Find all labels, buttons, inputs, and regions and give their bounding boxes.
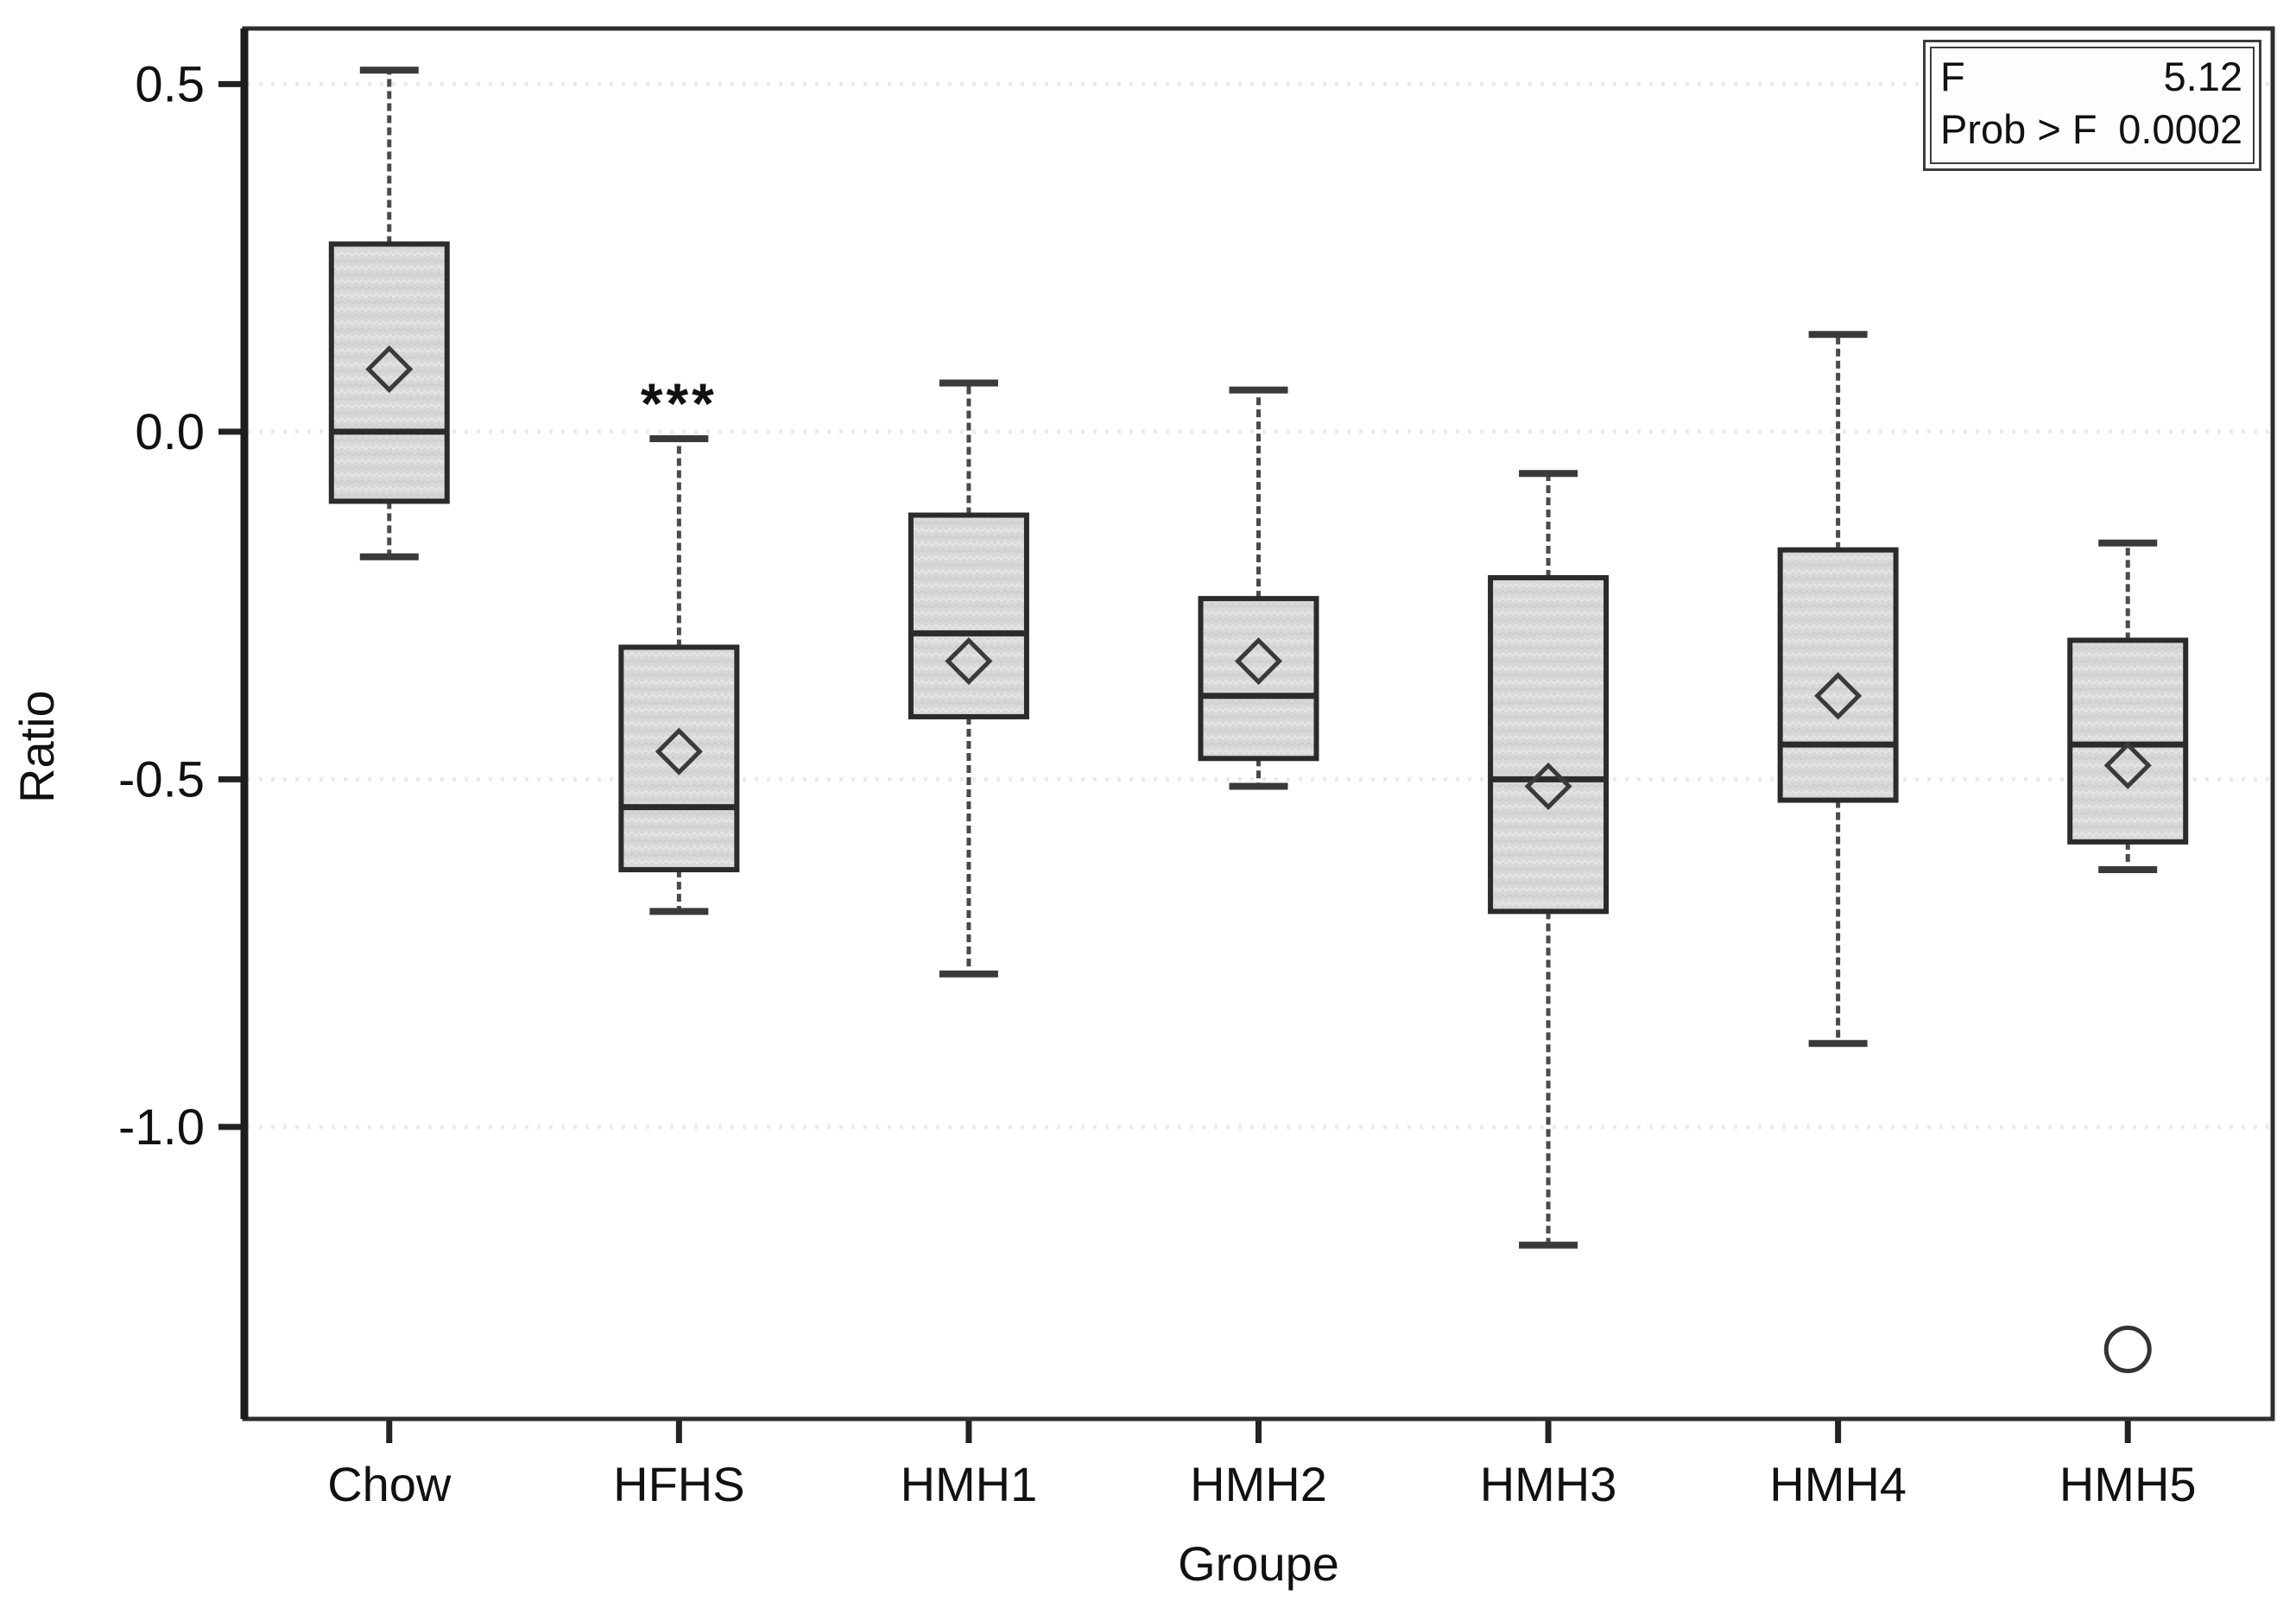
box-layer: *** <box>328 66 2189 1373</box>
mean-diamond-HMH1 <box>945 637 993 686</box>
x-tick-label-HMH2: HMH2 <box>1190 1457 1327 1511</box>
x-axis-title: Groupe <box>1178 1536 1339 1591</box>
iqr-box-HMH1 <box>908 512 1029 719</box>
stats-row-prob: Prob > F 0.0002 <box>1940 103 2242 155</box>
mean-diamond-HMH2 <box>1234 637 1283 686</box>
mean-diamond-HFHS <box>655 727 703 776</box>
mean-diamond-HMH3 <box>1524 762 1572 810</box>
iqr-box-HMH5 <box>2067 637 2189 845</box>
boxplot-group-HMH1 <box>908 379 1029 978</box>
x-tick-label-HFHS: HFHS <box>613 1457 744 1511</box>
mean-diamond-HMH5 <box>2103 741 2152 789</box>
axis-layer: 0.5 0.0 -0.5 -1.0 Chow HFHS HMH1 HMH2 HMH3 HMH4 HM… <box>118 26 2275 1511</box>
y-tick-label-0.5: 0.5 <box>135 56 205 112</box>
x-tick-label-HMH5: HMH5 <box>2059 1457 2197 1511</box>
boxplot-group-HMH4 <box>1777 331 1899 1048</box>
y-tick-label--0.5: -0.5 <box>118 751 205 807</box>
iqr-box-HMH3 <box>1488 574 1610 915</box>
x-tick-label-HMH4: HMH4 <box>1769 1457 1907 1511</box>
mean-diamond-Chow <box>365 345 414 393</box>
boxplot-group-HMH2 <box>1198 386 1319 790</box>
boxplot-group-HMH5 <box>2067 539 2189 1373</box>
mean-diamond-HMH4 <box>1814 672 1863 720</box>
x-tick-label-Chow: Chow <box>327 1457 452 1511</box>
stats-value-prob: 0.0002 <box>2118 106 2242 153</box>
stats-label-f: F <box>1940 54 1965 99</box>
iqr-box-HFHS <box>618 644 740 873</box>
x-tick-label-HMH1: HMH1 <box>901 1457 1038 1511</box>
boxplot-group-HFHS: *** <box>618 371 740 915</box>
iqr-box-Chow <box>328 241 450 504</box>
stats-row-f: F 5.12 <box>1940 50 2242 103</box>
boxplot-group-HMH3 <box>1488 470 1610 1249</box>
y-tick-label--1.0: -1.0 <box>118 1099 205 1156</box>
y-tick-label-0.0: 0.0 <box>135 404 205 460</box>
x-tick-label-HMH3: HMH3 <box>1480 1457 1617 1511</box>
significance-annotation-HFHS: *** <box>641 371 718 435</box>
stats-value-f: 5.12 <box>2163 54 2242 99</box>
outlier-marker-HMH5-0 <box>2103 1326 2152 1373</box>
stats-label-prob: Prob > F <box>1940 106 2097 153</box>
stats-box-inner: F 5.12 Prob > F 0.0002 <box>1930 47 2255 165</box>
boxplot-group-Chow <box>328 66 450 560</box>
y-axis-title: Ratio <box>9 690 64 803</box>
stats-box: F 5.12 Prob > F 0.0002 <box>1923 40 2261 172</box>
iqr-box-HMH2 <box>1198 596 1319 762</box>
